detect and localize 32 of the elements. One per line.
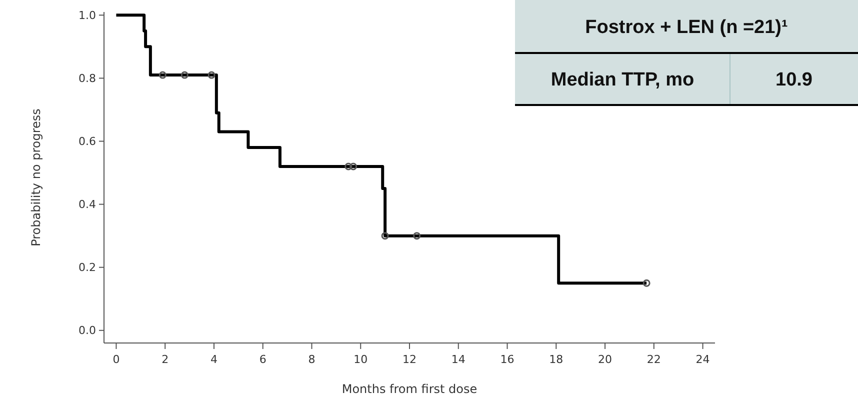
y-tick-label: 0.4 xyxy=(78,198,96,212)
y-tick-label: 0.2 xyxy=(78,261,96,274)
x-axis-title: Months from first dose xyxy=(342,382,478,396)
x-tick-label: 22 xyxy=(646,353,661,366)
x-tick-label: 2 xyxy=(162,353,169,366)
y-axis-title: Probability no progress xyxy=(29,108,43,246)
y-tick-label: 1.0 xyxy=(78,9,96,22)
x-tick-label: 0 xyxy=(112,353,120,366)
y-tick-label: 0.6 xyxy=(78,135,96,148)
x-tick-label: 20 xyxy=(598,353,612,366)
point xyxy=(158,71,166,79)
point xyxy=(180,71,188,79)
x-tick-label: 8 xyxy=(308,353,316,366)
x-tick-label: 14 xyxy=(451,353,466,366)
point xyxy=(344,162,352,170)
annotation: Median TTP, mo xyxy=(550,70,694,91)
x-tick-label: 16 xyxy=(500,353,514,366)
summary-table: Fostrox + LEN (n =21)¹ Median TTP, mo 10.9 xyxy=(515,0,858,106)
point xyxy=(208,71,216,79)
x-tick-label: 18 xyxy=(549,353,564,366)
point xyxy=(350,162,358,170)
x-tick-label: 24 xyxy=(696,353,710,366)
x-tick-label: 6 xyxy=(259,353,266,366)
x-tick-label: 10 xyxy=(354,353,368,366)
x-tick-label: 12 xyxy=(402,353,416,366)
point xyxy=(642,279,650,287)
point xyxy=(381,232,389,240)
point xyxy=(413,232,421,240)
x-tick-label: 4 xyxy=(210,353,218,366)
y-tick-label: 0.8 xyxy=(78,72,96,86)
annotation: Fostrox + LEN (n =21)¹ xyxy=(585,17,788,38)
y-tick-label: 0.0 xyxy=(78,324,96,338)
